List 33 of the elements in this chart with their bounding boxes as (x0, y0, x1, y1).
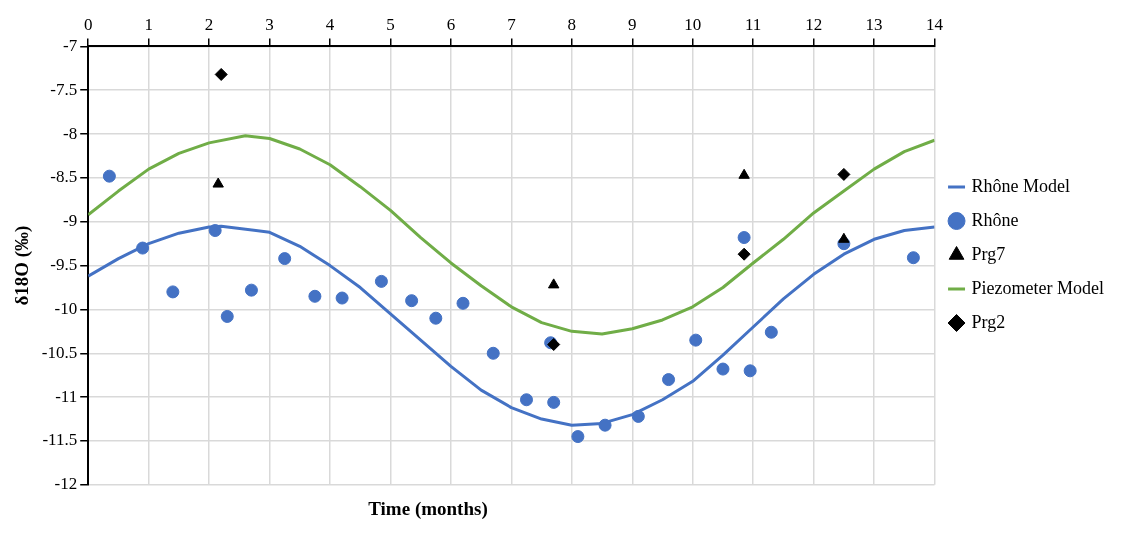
x-tick-label: 4 (325, 14, 335, 34)
x-tick-label: 2 (204, 14, 214, 34)
x-tick-label: 13 (865, 14, 883, 34)
x-tick-label: 1 (144, 14, 153, 34)
x-tick-label: 5 (386, 14, 395, 34)
y-tick-label: -10 (54, 298, 78, 318)
x-tick-label: 8 (567, 14, 577, 34)
legend-label: Rhône Model (971, 175, 1071, 196)
x-tick-label: 11 (745, 14, 762, 34)
legend-label: Rhône (971, 209, 1019, 230)
x-tick-label: 3 (265, 14, 274, 34)
y-tick-label: -8 (63, 123, 78, 143)
y-tick-label: -12 (54, 474, 78, 494)
x-tick-label: 12 (805, 14, 823, 34)
x-tick-label: 10 (684, 14, 702, 34)
x-tick-label: 14 (926, 14, 944, 34)
x-tick-label: 7 (507, 14, 517, 34)
legend-label: Prg2 (971, 311, 1006, 332)
x-tick-label: 9 (628, 14, 637, 34)
y-axis-title: δ18O (‰) (11, 225, 34, 306)
y-tick-label: -7.5 (50, 79, 78, 99)
x-tick-label: 6 (446, 14, 456, 34)
legend-label: Piezometer Model (971, 277, 1105, 298)
x-tick-label: 0 (83, 14, 93, 34)
y-tick-label: -10.5 (41, 342, 78, 362)
y-tick-label: -9 (63, 211, 78, 231)
legend-label: Prg7 (971, 243, 1006, 264)
y-tick-label: -9.5 (50, 255, 78, 275)
y-tick-label: -11 (55, 386, 78, 406)
y-tick-label: -7 (63, 35, 78, 55)
y-tick-label: -11.5 (42, 430, 78, 450)
y-tick-label: -8.5 (50, 167, 78, 187)
x-axis-title: Time (months) (367, 498, 489, 520)
